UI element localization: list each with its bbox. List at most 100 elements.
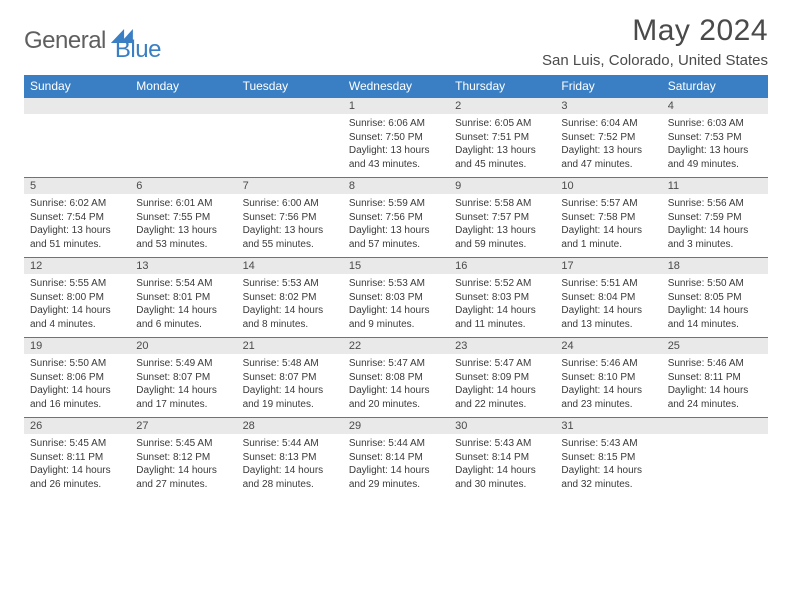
calendar-week-row: 19Sunrise: 5:50 AMSunset: 8:06 PMDayligh…	[24, 338, 768, 418]
day-number: 15	[343, 258, 449, 274]
day-details: Sunrise: 5:50 AMSunset: 8:06 PMDaylight:…	[24, 354, 130, 417]
calendar-cell: 27Sunrise: 5:45 AMSunset: 8:12 PMDayligh…	[130, 418, 236, 498]
day-details: Sunrise: 5:53 AMSunset: 8:03 PMDaylight:…	[343, 274, 449, 337]
calendar-cell: 30Sunrise: 5:43 AMSunset: 8:14 PMDayligh…	[449, 418, 555, 498]
day-details: Sunrise: 5:43 AMSunset: 8:14 PMDaylight:…	[449, 434, 555, 497]
calendar-cell: 7Sunrise: 6:00 AMSunset: 7:56 PMDaylight…	[237, 178, 343, 258]
day-number: 3	[555, 98, 661, 114]
day-details: Sunrise: 5:46 AMSunset: 8:11 PMDaylight:…	[662, 354, 768, 417]
calendar-cell: 0	[662, 418, 768, 498]
day-number: 26	[24, 418, 130, 434]
calendar-cell: 10Sunrise: 5:57 AMSunset: 7:58 PMDayligh…	[555, 178, 661, 258]
day-details: Sunrise: 5:49 AMSunset: 8:07 PMDaylight:…	[130, 354, 236, 417]
day-number: 23	[449, 338, 555, 354]
calendar-cell: 2Sunrise: 6:05 AMSunset: 7:51 PMDaylight…	[449, 98, 555, 178]
calendar-cell: 13Sunrise: 5:54 AMSunset: 8:01 PMDayligh…	[130, 258, 236, 338]
day-details: Sunrise: 5:59 AMSunset: 7:56 PMDaylight:…	[343, 194, 449, 257]
calendar-cell: 12Sunrise: 5:55 AMSunset: 8:00 PMDayligh…	[24, 258, 130, 338]
day-number: 6	[130, 178, 236, 194]
weekday-header: Wednesday	[343, 75, 449, 98]
day-number: 13	[130, 258, 236, 274]
day-number: 12	[24, 258, 130, 274]
calendar-cell: 29Sunrise: 5:44 AMSunset: 8:14 PMDayligh…	[343, 418, 449, 498]
brand-logo: General Blue	[24, 18, 161, 64]
calendar-cell: 3Sunrise: 6:04 AMSunset: 7:52 PMDaylight…	[555, 98, 661, 178]
calendar-cell: 16Sunrise: 5:52 AMSunset: 8:03 PMDayligh…	[449, 258, 555, 338]
day-details: Sunrise: 5:43 AMSunset: 8:15 PMDaylight:…	[555, 434, 661, 497]
calendar-cell: 4Sunrise: 6:03 AMSunset: 7:53 PMDaylight…	[662, 98, 768, 178]
calendar-cell: 28Sunrise: 5:44 AMSunset: 8:13 PMDayligh…	[237, 418, 343, 498]
day-details: Sunrise: 5:44 AMSunset: 8:14 PMDaylight:…	[343, 434, 449, 497]
day-number: 14	[237, 258, 343, 274]
calendar-cell: 19Sunrise: 5:50 AMSunset: 8:06 PMDayligh…	[24, 338, 130, 418]
day-number: 8	[343, 178, 449, 194]
day-details: Sunrise: 5:52 AMSunset: 8:03 PMDaylight:…	[449, 274, 555, 337]
weekday-header: Saturday	[662, 75, 768, 98]
day-details: Sunrise: 5:54 AMSunset: 8:01 PMDaylight:…	[130, 274, 236, 337]
day-number: 27	[130, 418, 236, 434]
day-details: Sunrise: 5:50 AMSunset: 8:05 PMDaylight:…	[662, 274, 768, 337]
day-details: Sunrise: 5:44 AMSunset: 8:13 PMDaylight:…	[237, 434, 343, 497]
day-number: 11	[662, 178, 768, 194]
day-details: Sunrise: 5:45 AMSunset: 8:12 PMDaylight:…	[130, 434, 236, 497]
weekday-header: Sunday	[24, 75, 130, 98]
day-number: 22	[343, 338, 449, 354]
calendar-table: SundayMondayTuesdayWednesdayThursdayFrid…	[24, 75, 768, 497]
day-details: Sunrise: 5:58 AMSunset: 7:57 PMDaylight:…	[449, 194, 555, 257]
day-number: 17	[555, 258, 661, 274]
day-details: Sunrise: 5:46 AMSunset: 8:10 PMDaylight:…	[555, 354, 661, 417]
location-label: San Luis, Colorado, United States	[542, 52, 768, 69]
day-number: 18	[662, 258, 768, 274]
day-details: Sunrise: 5:47 AMSunset: 8:09 PMDaylight:…	[449, 354, 555, 417]
day-number: 9	[449, 178, 555, 194]
calendar-cell: 20Sunrise: 5:49 AMSunset: 8:07 PMDayligh…	[130, 338, 236, 418]
day-details: Sunrise: 6:04 AMSunset: 7:52 PMDaylight:…	[555, 114, 661, 177]
calendar-cell: 23Sunrise: 5:47 AMSunset: 8:09 PMDayligh…	[449, 338, 555, 418]
calendar-cell: 17Sunrise: 5:51 AMSunset: 8:04 PMDayligh…	[555, 258, 661, 338]
day-number: 5	[24, 178, 130, 194]
month-title: May 2024	[542, 14, 768, 48]
calendar-week-row: 26Sunrise: 5:45 AMSunset: 8:11 PMDayligh…	[24, 418, 768, 498]
weekday-header: Tuesday	[237, 75, 343, 98]
day-number: 21	[237, 338, 343, 354]
day-number: 20	[130, 338, 236, 354]
weekday-header: Monday	[130, 75, 236, 98]
day-number: 24	[555, 338, 661, 354]
calendar-cell: 21Sunrise: 5:48 AMSunset: 8:07 PMDayligh…	[237, 338, 343, 418]
calendar-week-row: 0001Sunrise: 6:06 AMSunset: 7:50 PMDayli…	[24, 98, 768, 178]
calendar-cell: 22Sunrise: 5:47 AMSunset: 8:08 PMDayligh…	[343, 338, 449, 418]
day-details: Sunrise: 5:48 AMSunset: 8:07 PMDaylight:…	[237, 354, 343, 417]
day-number: 7	[237, 178, 343, 194]
day-details: Sunrise: 6:06 AMSunset: 7:50 PMDaylight:…	[343, 114, 449, 177]
brand-part1: General	[24, 27, 106, 55]
calendar-cell: 24Sunrise: 5:46 AMSunset: 8:10 PMDayligh…	[555, 338, 661, 418]
day-details: Sunrise: 6:03 AMSunset: 7:53 PMDaylight:…	[662, 114, 768, 177]
weekday-header: Thursday	[449, 75, 555, 98]
calendar-cell: 18Sunrise: 5:50 AMSunset: 8:05 PMDayligh…	[662, 258, 768, 338]
calendar-cell: 15Sunrise: 5:53 AMSunset: 8:03 PMDayligh…	[343, 258, 449, 338]
day-details: Sunrise: 6:02 AMSunset: 7:54 PMDaylight:…	[24, 194, 130, 257]
day-number: 4	[662, 98, 768, 114]
day-number: 10	[555, 178, 661, 194]
day-details: Sunrise: 5:57 AMSunset: 7:58 PMDaylight:…	[555, 194, 661, 257]
calendar-cell: 0	[237, 98, 343, 178]
calendar-week-row: 12Sunrise: 5:55 AMSunset: 8:00 PMDayligh…	[24, 258, 768, 338]
day-details: Sunrise: 5:55 AMSunset: 8:00 PMDaylight:…	[24, 274, 130, 337]
calendar-cell: 0	[24, 98, 130, 178]
day-number: 19	[24, 338, 130, 354]
calendar-cell: 26Sunrise: 5:45 AMSunset: 8:11 PMDayligh…	[24, 418, 130, 498]
day-details: Sunrise: 5:53 AMSunset: 8:02 PMDaylight:…	[237, 274, 343, 337]
calendar-cell: 8Sunrise: 5:59 AMSunset: 7:56 PMDaylight…	[343, 178, 449, 258]
calendar-cell: 6Sunrise: 6:01 AMSunset: 7:55 PMDaylight…	[130, 178, 236, 258]
calendar-cell: 5Sunrise: 6:02 AMSunset: 7:54 PMDaylight…	[24, 178, 130, 258]
day-number: 30	[449, 418, 555, 434]
calendar-page: General Blue May 2024 San Luis, Colorado…	[0, 0, 792, 507]
weekday-header: Friday	[555, 75, 661, 98]
calendar-body: 0001Sunrise: 6:06 AMSunset: 7:50 PMDayli…	[24, 98, 768, 498]
day-number: 28	[237, 418, 343, 434]
day-details: Sunrise: 5:47 AMSunset: 8:08 PMDaylight:…	[343, 354, 449, 417]
day-number: 31	[555, 418, 661, 434]
calendar-cell: 11Sunrise: 5:56 AMSunset: 7:59 PMDayligh…	[662, 178, 768, 258]
day-number: 25	[662, 338, 768, 354]
day-number: 16	[449, 258, 555, 274]
